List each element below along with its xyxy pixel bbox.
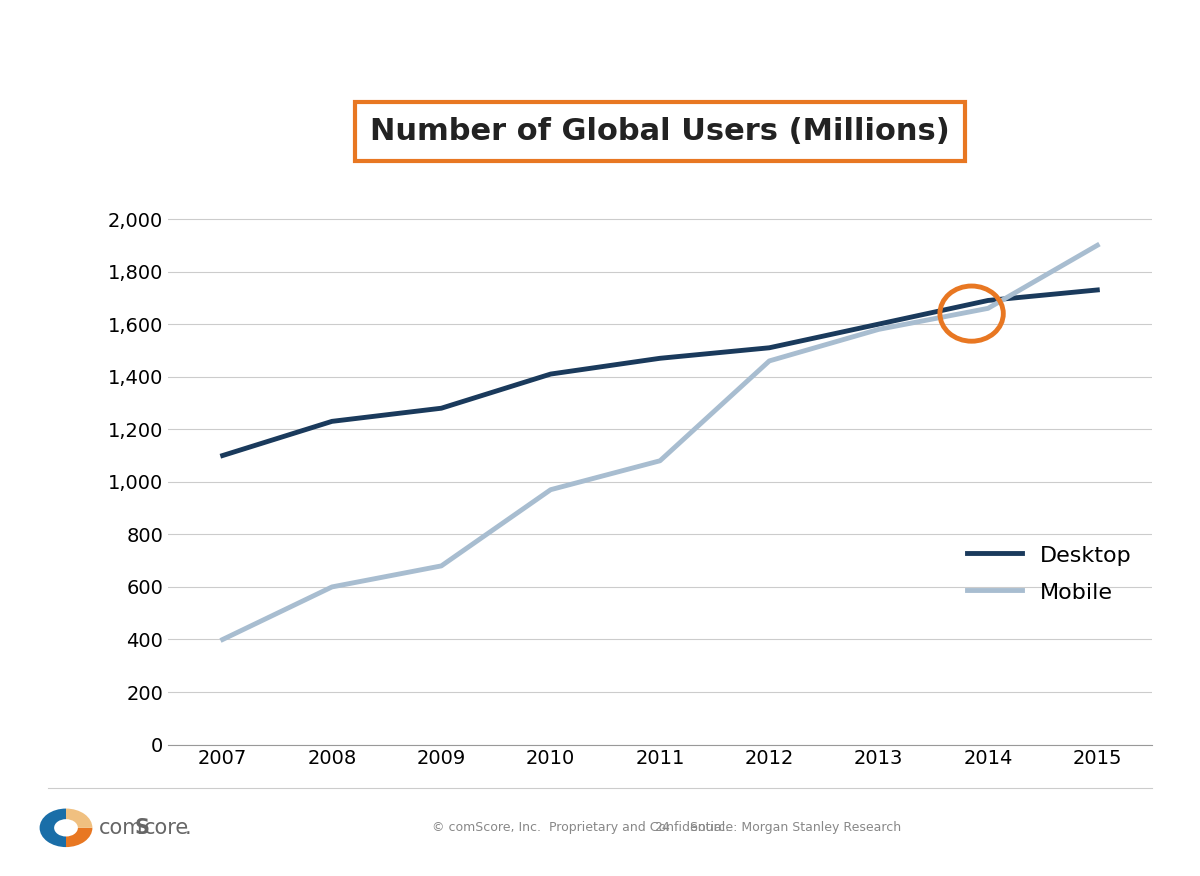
Text: © comScore, Inc.  Proprietary and Confidential.: © comScore, Inc. Proprietary and Confide…: [432, 822, 730, 834]
Text: S: S: [134, 818, 150, 837]
Text: com: com: [98, 818, 143, 837]
Text: core: core: [144, 818, 190, 837]
Text: .: .: [185, 818, 192, 837]
Text: Number of Global Users (Millions): Number of Global Users (Millions): [370, 117, 950, 146]
Legend: Desktop, Mobile: Desktop, Mobile: [958, 535, 1141, 612]
Text: 24: 24: [654, 822, 670, 834]
Text: Source: Morgan Stanley Research: Source: Morgan Stanley Research: [690, 822, 901, 834]
